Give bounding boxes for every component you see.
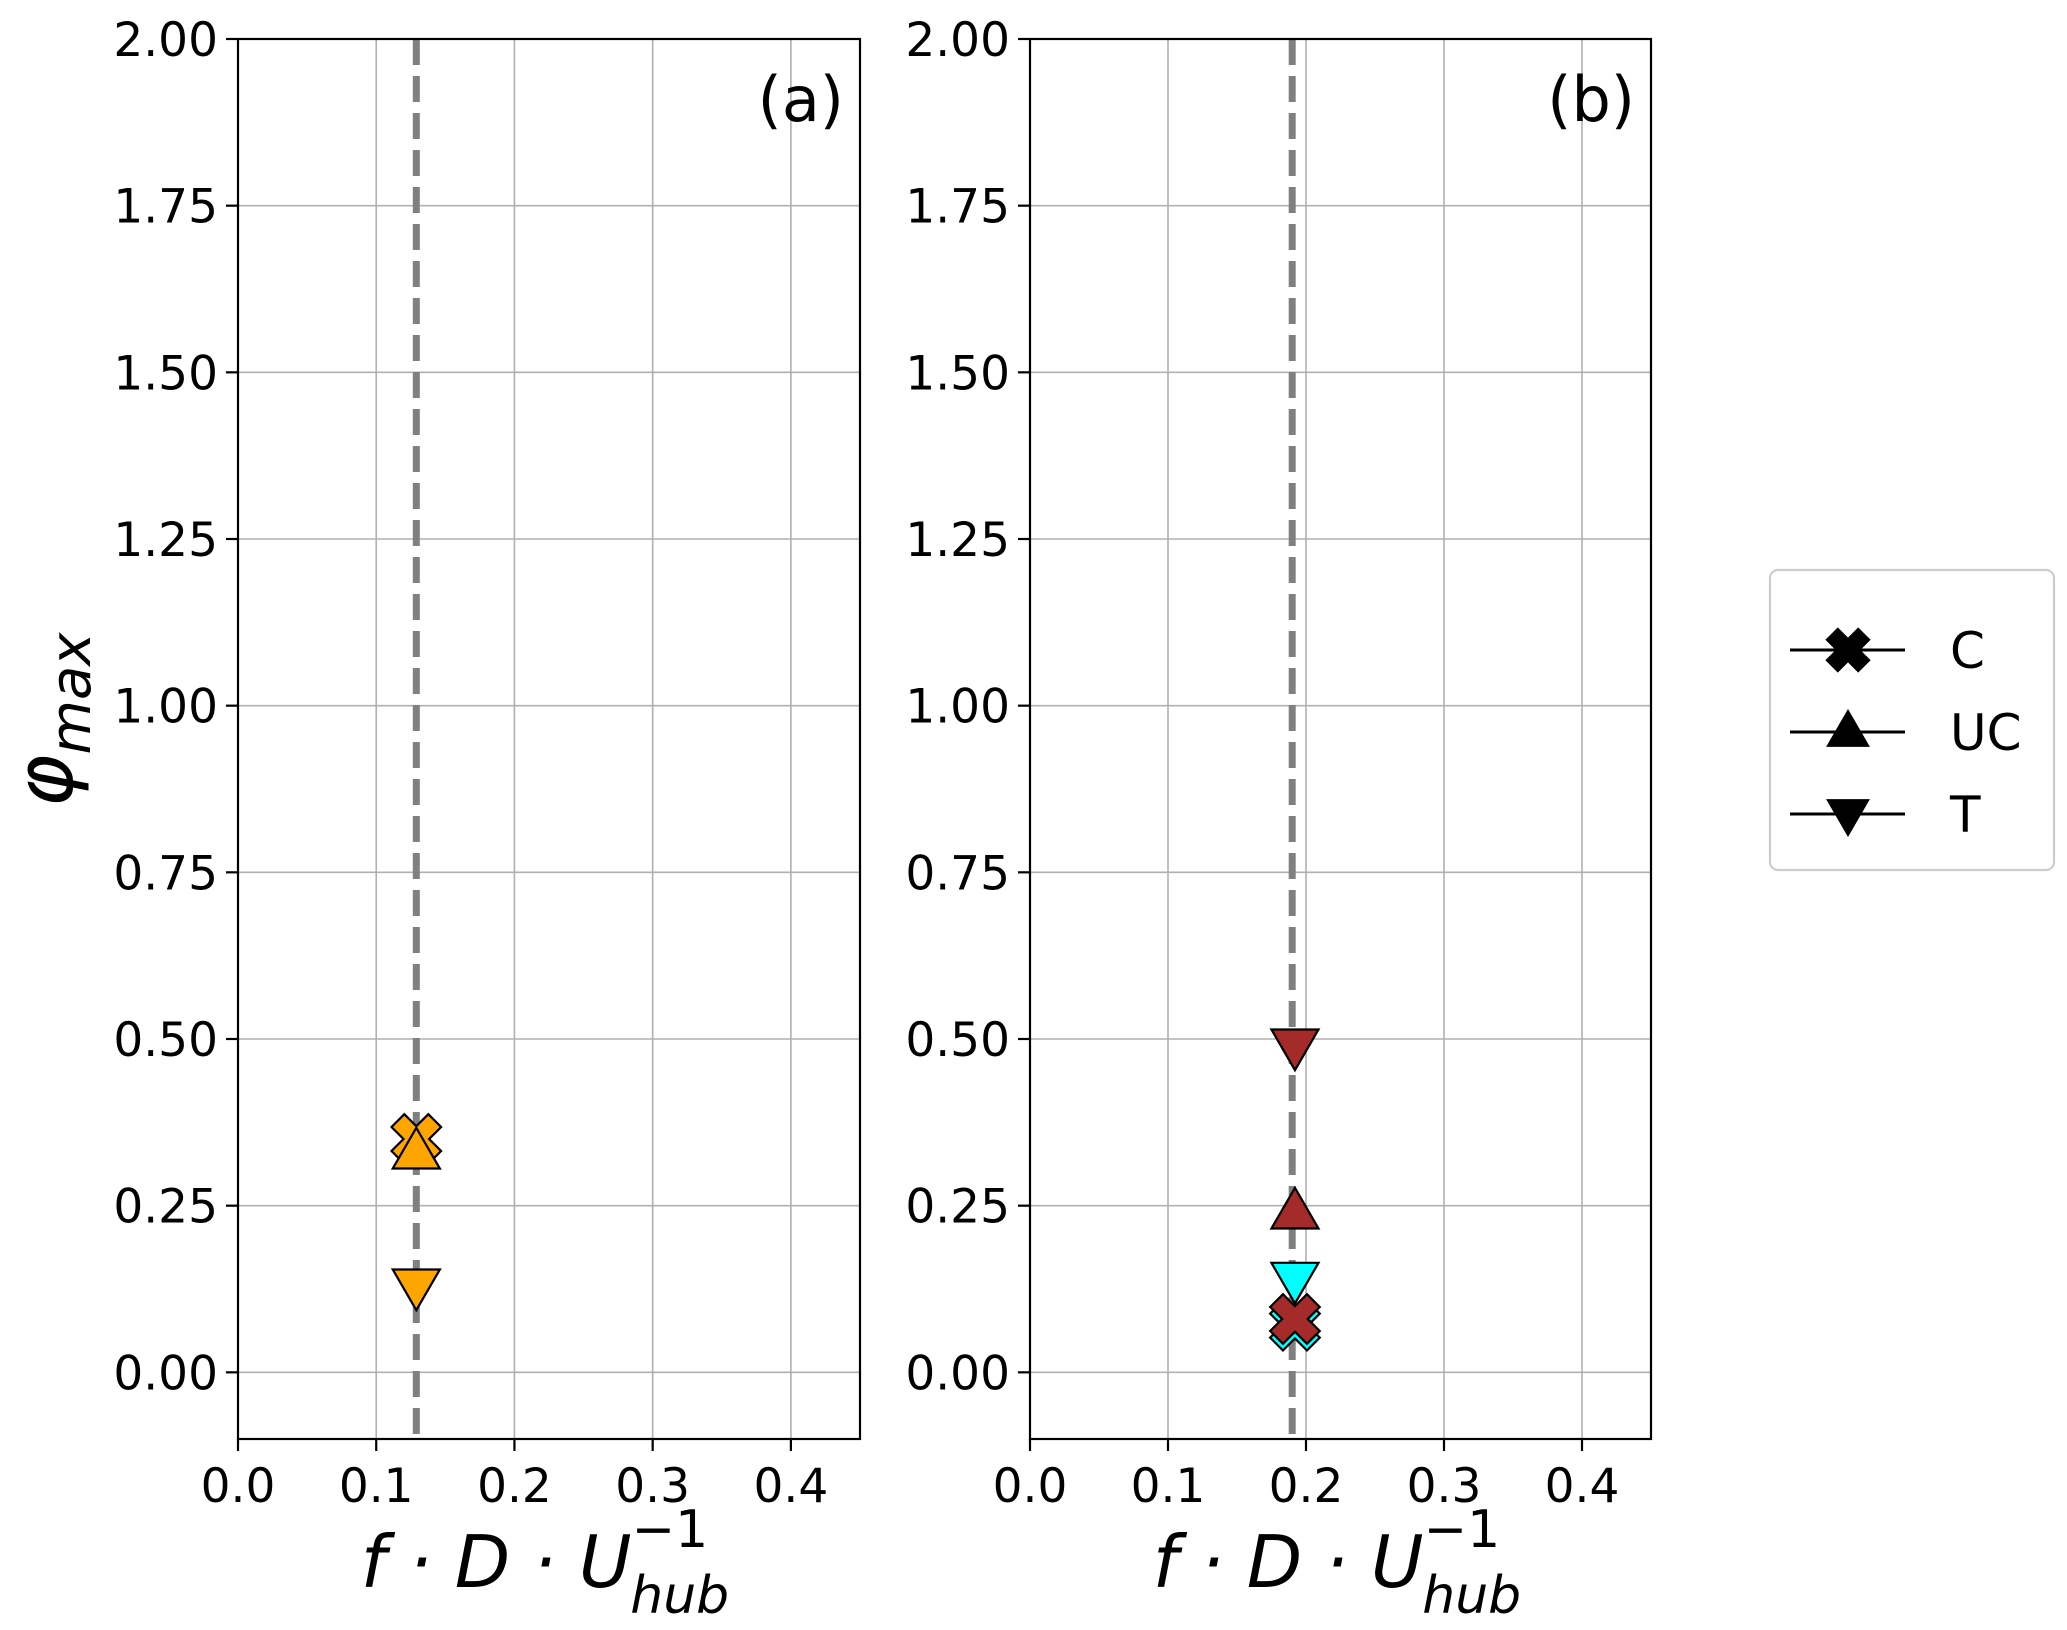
panel-b: 0.0 0.1 0.2 0.3 0.4 0.00 0.25 0.50 0.75 1.00 1.25 1… [905,13,1653,1514]
x-tick-label-a-3: 0.3 [615,1459,690,1514]
y-tick-label-a-4: 1.00 [113,680,218,735]
x-axis-title-b-main: f · D · U [1153,1520,1424,1604]
legend-label-C: C [1950,622,1985,680]
y-tick-label-b-7: 1.75 [905,180,1010,235]
x-tick-label-b-2: 0.2 [1269,1459,1344,1514]
legend-label-T: T [1949,786,1981,844]
y-tick-label-b-8: 2.00 [905,13,1010,68]
x-tick-label-a-1: 0.1 [339,1459,414,1514]
y-tick-label-a-7: 1.75 [113,180,218,235]
x-tick-label-a-2: 0.2 [477,1459,552,1514]
legend-marker-T [1826,799,1870,838]
panel-a: 0.0 0.1 0.2 0.3 0.4 0.00 0.25 0.50 0.75 1.00 1.25 1… [113,13,862,1514]
y-tick-label-b-0: 0.00 [905,1346,1010,1401]
x-axis-title-b: f · D · U−1 hub [1153,1500,1521,1626]
y-axis-title-main: φ [0,755,91,808]
y-tick-label-b-2: 0.50 [905,1013,1010,1068]
y-tick-label-b-1: 0.25 [905,1180,1010,1235]
y-axis-title: φmax [0,632,104,808]
x-axis-title-a-sub: hub [630,1566,729,1626]
y-tick-label-a-2: 0.50 [113,1013,218,1068]
point-a-1-UC [390,1125,442,1170]
grid-a: 0.0 0.1 0.2 0.3 0.4 0.00 0.25 0.50 0.75 1.00 1.25 1… [113,13,860,1514]
point-a-2-T [390,1268,442,1313]
grid-b: 0.0 0.1 0.2 0.3 0.4 0.00 0.25 0.50 0.75 1.00 1.25 1… [905,13,1651,1514]
y-tick-label-b-4: 1.00 [905,680,1010,735]
x-tick-label-b-1: 0.1 [1131,1459,1206,1514]
y-tick-label-b-5: 1.25 [905,513,1010,568]
plot-frame-b [1028,37,1653,1441]
legend: C UC T [1768,568,2056,872]
plot-frame-a [236,37,862,1441]
x-tick-label-a-4: 0.4 [754,1459,829,1514]
x-tick-label-b-3: 0.3 [1407,1459,1482,1514]
panel-label-b: (b) [1547,63,1635,136]
x-tick-label-b-4: 0.4 [1545,1459,1620,1514]
y-tick-label-a-0: 0.00 [113,1346,218,1401]
y-axis-title-sub: max [39,632,104,755]
legend-marker-C [1825,627,1871,673]
x-axis-title-a: f · D · U−1 hub [361,1500,729,1626]
y-tick-label-a-1: 0.25 [113,1180,218,1235]
point-b-0-T [1269,1028,1321,1073]
point-b-4-C [1268,1292,1322,1346]
y-tick-label-b-6: 1.50 [905,346,1010,401]
legend-marker-UC [1826,708,1870,747]
x-tick-label-b-0: 0.0 [993,1459,1068,1514]
panel-label-a: (a) [758,63,844,136]
point-b-1-UC [1269,1185,1321,1230]
y-tick-label-a-5: 1.25 [113,513,218,568]
y-tick-label-b-3: 0.75 [905,846,1010,901]
legend-label-UC: UC [1950,704,2022,762]
y-tick-label-a-6: 1.50 [113,346,218,401]
x-axis-title-b-sup: −1 [1424,1500,1501,1560]
x-tick-label-a-0: 0.0 [201,1459,276,1514]
point-b-2-T [1269,1261,1321,1306]
x-axis-title-a-sup: −1 [632,1500,709,1560]
x-axis-title-a-main: f · D · U [361,1520,632,1604]
y-tick-label-a-8: 2.00 [113,13,218,68]
y-tick-label-a-3: 0.75 [113,846,218,901]
x-axis-title-b-sub: hub [1422,1566,1521,1626]
